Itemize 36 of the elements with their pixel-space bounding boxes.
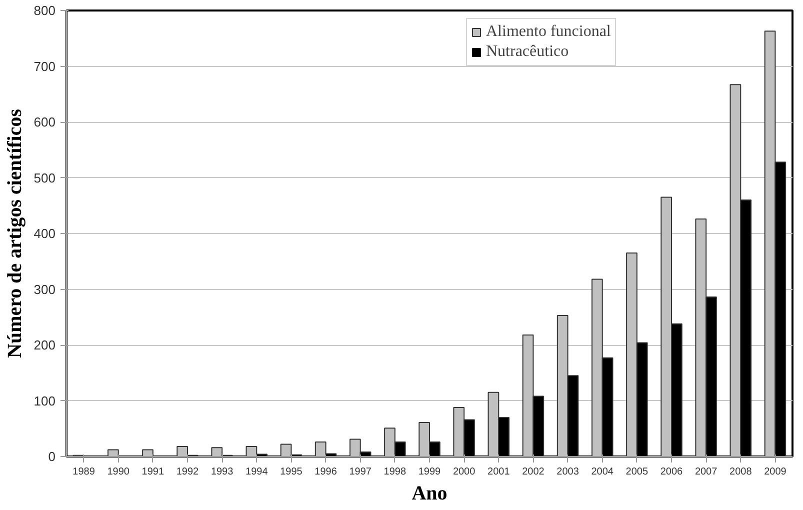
x-tick-label: 2009 — [764, 466, 787, 478]
x-tick-label: 1993 — [210, 466, 234, 478]
x-tick-label: 1999 — [418, 466, 442, 478]
y-tick-label: 300 — [34, 282, 56, 297]
x-tick-label: 1997 — [349, 466, 372, 478]
y-tick-label: 200 — [34, 338, 56, 352]
x-tick-label: 2000 — [452, 466, 476, 478]
y-tick-label: 100 — [34, 393, 56, 408]
y-tick-label: 700 — [34, 58, 56, 74]
x-tick-label: 1994 — [246, 466, 268, 478]
x-tick-label: 1996 — [314, 466, 338, 478]
legend-label: Nutracêutico — [486, 43, 569, 61]
x-tick-label: 1992 — [176, 466, 200, 478]
y-tick-label: 600 — [34, 114, 56, 130]
legend-label: Alimento funcional — [486, 23, 611, 41]
y-tick-label: 500 — [34, 170, 56, 186]
y-tick-label: 0 — [48, 449, 56, 464]
x-tick-label: 2004 — [591, 466, 614, 478]
x-tick-label: 2008 — [730, 466, 752, 478]
y-tick-label: 800 — [34, 3, 56, 18]
bar — [107, 449, 119, 456]
x-tick-label: 2005 — [626, 466, 648, 478]
x-tick-label: 2007 — [694, 466, 718, 478]
x-tick-label: 1989 — [72, 466, 96, 478]
x-tick-label: 1998 — [384, 466, 406, 478]
y-tick-label: 400 — [34, 226, 56, 241]
y-axis-title: Número de artigos científicos — [4, 108, 26, 358]
x-tick-label: 1990 — [107, 466, 130, 478]
x-tick-label: 1995 — [280, 466, 303, 478]
x-axis-title: Ano — [412, 482, 448, 504]
x-tick-label: 1991 — [142, 466, 164, 478]
bar — [142, 449, 154, 456]
x-tick-label: 2006 — [660, 466, 684, 478]
x-tick-label: 2003 — [556, 466, 580, 478]
x-tick-label: 2001 — [488, 466, 510, 478]
x-tick-label: 2002 — [522, 466, 545, 478]
